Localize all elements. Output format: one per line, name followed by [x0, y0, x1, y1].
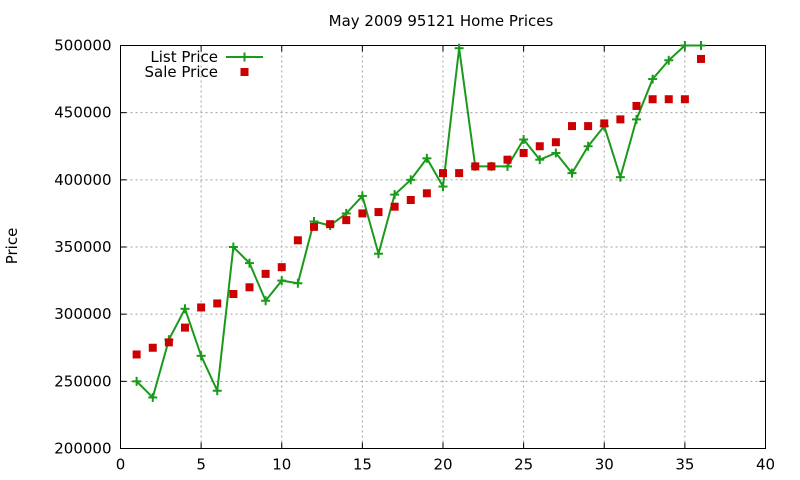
sale-price-point — [181, 323, 189, 332]
sale-price-point — [616, 115, 625, 124]
list-price-point — [422, 153, 432, 163]
series-0 — [132, 41, 706, 402]
list-price-point — [357, 191, 367, 201]
list-price-point — [196, 351, 206, 361]
list-price-point — [293, 278, 303, 288]
y-tick-label: 450000 — [54, 104, 111, 122]
sale-price-point — [213, 299, 222, 308]
sale-price-point — [326, 220, 335, 229]
list-price-point — [454, 43, 464, 53]
sale-price-point — [132, 350, 141, 359]
list-price-point — [277, 276, 287, 286]
series — [132, 41, 706, 402]
x-tick-label: 25 — [514, 456, 533, 474]
list-price-point — [632, 114, 641, 124]
list-price-point — [406, 175, 416, 185]
list-price-point — [132, 376, 142, 386]
list-price-point — [519, 135, 529, 145]
sale-price-point — [229, 290, 238, 299]
x-tick-label: 20 — [433, 456, 452, 474]
sale-price-point — [568, 122, 576, 131]
y-axis-title: Price — [3, 228, 21, 265]
sale-price-point — [697, 54, 705, 63]
y-tick-label: 500000 — [54, 37, 111, 55]
sale-price-point — [664, 95, 673, 104]
list-price-point — [180, 304, 190, 314]
sale-price-point — [390, 202, 399, 211]
sale-price-point — [535, 142, 544, 151]
sale-price-point — [503, 155, 512, 164]
legend-label: List Price — [150, 48, 218, 66]
list-price-point — [551, 148, 561, 158]
sale-price-point — [648, 95, 657, 104]
list-price-point — [261, 296, 271, 306]
sale-price-point — [358, 209, 367, 218]
list-price-point — [212, 386, 222, 396]
list-price-point — [696, 41, 706, 50]
x-tick-label: 40 — [756, 456, 775, 474]
grid — [120, 45, 766, 449]
x-tick-label: 35 — [675, 456, 694, 474]
sale-price-point — [245, 283, 254, 292]
list-price-point — [245, 258, 254, 268]
sale-price-point — [600, 119, 609, 128]
sale-price-point — [293, 236, 302, 245]
sale-price-point — [197, 303, 206, 312]
sale-price-point — [455, 169, 464, 178]
list-price-point — [148, 392, 158, 402]
chart-title: May 2009 95121 Home Prices — [329, 12, 554, 30]
sale-price-point — [164, 338, 173, 347]
x-tick-label: 15 — [353, 456, 372, 474]
axis-ticks: 200000 250000 300000 350000 400000 450000 5000… — [54, 37, 775, 474]
x-tick-label: 10 — [272, 456, 291, 474]
sale-price-point — [487, 162, 496, 171]
sale-price-point — [471, 162, 480, 171]
sale-price-point — [422, 189, 431, 198]
sale-price-point — [551, 138, 560, 147]
list-price-point — [583, 141, 593, 151]
sale-price-point — [310, 222, 318, 231]
y-tick-label: 250000 — [54, 372, 111, 390]
sale-price-point — [342, 216, 351, 225]
sale-price-point — [632, 101, 641, 110]
list-price-point — [438, 182, 448, 192]
series-1 — [132, 54, 705, 359]
sale-price-point — [148, 343, 157, 352]
list-price-point — [374, 249, 383, 259]
list-price-point — [567, 168, 577, 178]
list-price-point — [228, 242, 238, 252]
list-price-point — [648, 74, 658, 84]
x-tick-label: 30 — [595, 456, 614, 474]
y-tick-label: 400000 — [54, 171, 111, 189]
list-price-point — [535, 155, 545, 165]
list-price-point — [664, 55, 674, 65]
y-tick-label: 200000 — [54, 440, 111, 458]
legend-marker — [240, 68, 249, 76]
list-price-point — [615, 172, 625, 182]
y-tick-label: 300000 — [54, 305, 111, 323]
y-tick-label: 350000 — [54, 238, 111, 256]
sale-price-point — [277, 263, 286, 272]
sale-price-point — [680, 95, 689, 104]
sale-price-point — [261, 269, 270, 278]
x-tick-label: 0 — [116, 456, 126, 474]
sale-price-point — [439, 169, 447, 178]
sale-price-point — [374, 208, 383, 217]
sale-price-point — [584, 122, 593, 131]
list-price-point — [390, 190, 400, 200]
list-price-point — [680, 41, 690, 50]
sale-price-point — [519, 148, 528, 157]
legend-marker — [240, 52, 249, 62]
sale-price-point — [406, 195, 415, 204]
legend-label: Sale Price — [145, 63, 218, 81]
list-price-line — [135, 44, 701, 400]
x-tick-label: 5 — [196, 456, 206, 474]
